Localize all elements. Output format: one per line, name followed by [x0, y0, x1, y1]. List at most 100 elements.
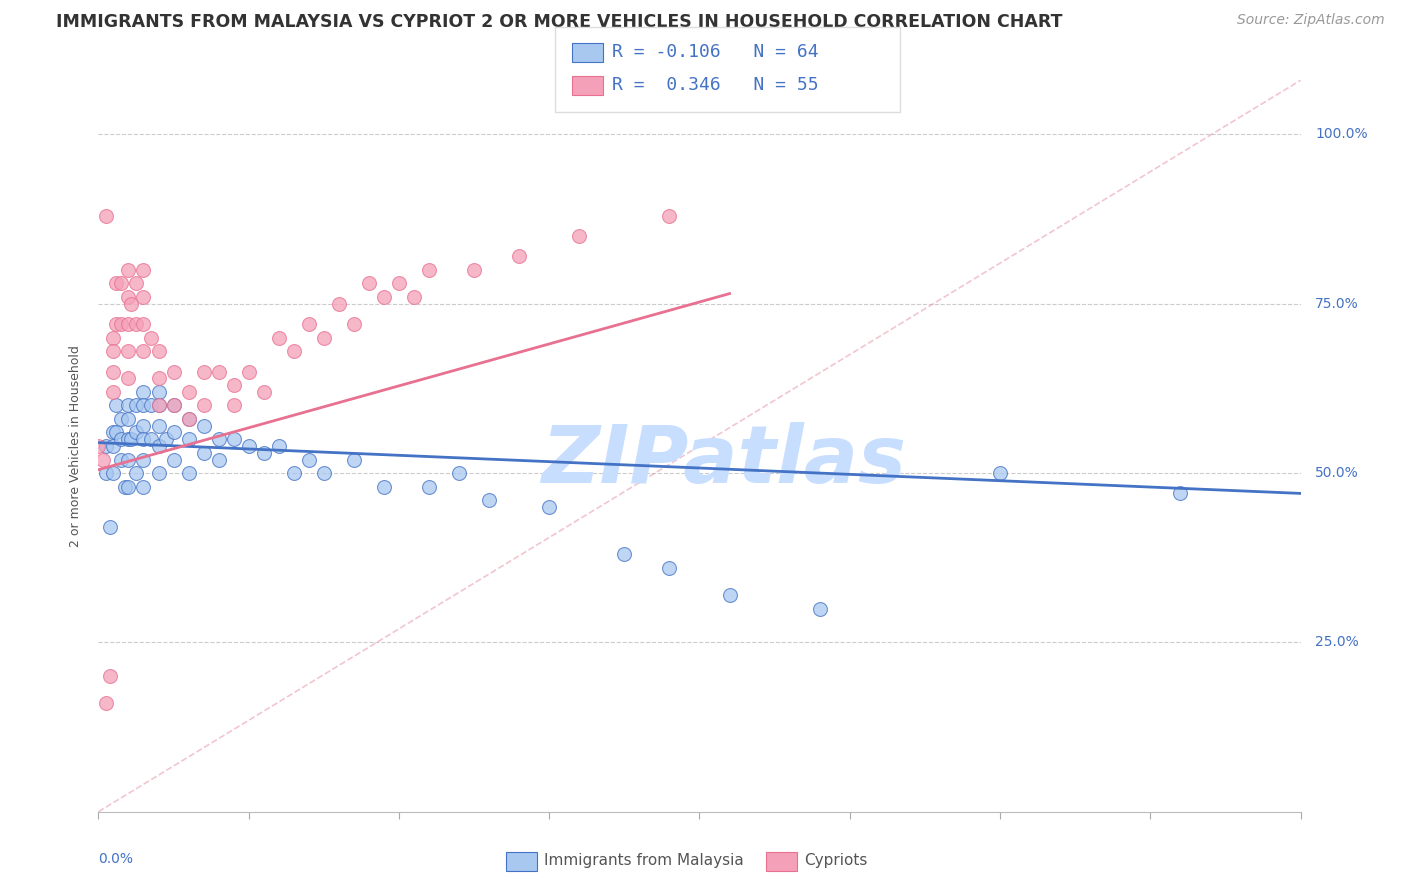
Point	[110, 452, 132, 467]
Point	[177, 432, 200, 446]
Point	[208, 364, 231, 378]
Text: R = -0.106   N = 64: R = -0.106 N = 64	[612, 43, 818, 61]
Point	[110, 432, 132, 446]
Point	[103, 364, 125, 378]
Point	[177, 412, 200, 426]
Point	[94, 697, 117, 711]
Point	[222, 378, 245, 392]
Point	[125, 277, 148, 291]
Point	[312, 331, 335, 345]
Point	[808, 601, 831, 615]
Point	[103, 344, 125, 359]
Point	[117, 398, 139, 412]
Point	[208, 432, 231, 446]
Point	[538, 500, 561, 514]
Point	[94, 466, 117, 480]
Point	[105, 277, 128, 291]
Point	[132, 263, 155, 277]
Text: 50.0%: 50.0%	[1315, 467, 1358, 480]
Point	[238, 364, 260, 378]
Point	[110, 412, 132, 426]
Point	[139, 432, 162, 446]
Point	[132, 418, 155, 433]
Point	[283, 344, 305, 359]
Point	[139, 398, 162, 412]
Point	[110, 317, 132, 331]
Point	[193, 418, 215, 433]
Point	[508, 249, 530, 263]
Point	[267, 331, 290, 345]
Point	[103, 425, 125, 440]
Point	[94, 209, 117, 223]
Point	[110, 277, 132, 291]
Point	[298, 317, 321, 331]
Point	[148, 384, 170, 399]
Point	[343, 317, 366, 331]
Point	[148, 371, 170, 385]
Point	[253, 446, 276, 460]
Point	[718, 588, 741, 602]
Point	[193, 446, 215, 460]
Point	[162, 398, 184, 412]
Point	[238, 439, 260, 453]
Point	[568, 229, 591, 244]
Point	[253, 384, 276, 399]
Point	[121, 432, 143, 446]
Point	[132, 432, 155, 446]
Text: Immigrants from Malaysia: Immigrants from Malaysia	[544, 854, 744, 868]
Point	[117, 412, 139, 426]
Text: 75.0%: 75.0%	[1315, 297, 1358, 310]
Point	[267, 439, 290, 453]
Point	[162, 398, 184, 412]
Point	[177, 466, 200, 480]
Point	[114, 480, 136, 494]
Point	[312, 466, 335, 480]
Point	[373, 290, 395, 304]
Point	[117, 317, 139, 331]
Point	[162, 452, 184, 467]
Point	[343, 452, 366, 467]
Point	[103, 466, 125, 480]
Point	[222, 398, 245, 412]
Point	[148, 344, 170, 359]
Point	[125, 317, 148, 331]
Point	[100, 669, 122, 683]
Point	[208, 452, 231, 467]
Point	[613, 547, 636, 561]
Point	[148, 439, 170, 453]
Point	[283, 466, 305, 480]
Point	[162, 425, 184, 440]
Point	[105, 398, 128, 412]
Point	[100, 520, 122, 534]
Text: IMMIGRANTS FROM MALAYSIA VS CYPRIOT 2 OR MORE VEHICLES IN HOUSEHOLD CORRELATION : IMMIGRANTS FROM MALAYSIA VS CYPRIOT 2 OR…	[56, 13, 1063, 31]
Point	[105, 317, 128, 331]
Point	[117, 452, 139, 467]
Point	[193, 398, 215, 412]
Point	[132, 344, 155, 359]
Text: 0.0%: 0.0%	[98, 852, 134, 866]
Point	[328, 297, 350, 311]
Point	[121, 297, 143, 311]
Point	[1168, 486, 1191, 500]
Point	[132, 384, 155, 399]
Point	[125, 398, 148, 412]
Point	[103, 384, 125, 399]
Point	[148, 466, 170, 480]
Point	[373, 480, 395, 494]
Point	[357, 277, 380, 291]
Point	[103, 439, 125, 453]
Point	[658, 561, 681, 575]
Point	[388, 277, 411, 291]
Point	[463, 263, 485, 277]
Point	[117, 344, 139, 359]
Text: Source: ZipAtlas.com: Source: ZipAtlas.com	[1237, 13, 1385, 28]
Point	[155, 432, 177, 446]
Point	[418, 480, 440, 494]
Point	[117, 432, 139, 446]
Point	[87, 439, 110, 453]
Point	[148, 398, 170, 412]
Point	[125, 466, 148, 480]
Point	[148, 398, 170, 412]
Point	[222, 432, 245, 446]
Point	[478, 493, 501, 508]
